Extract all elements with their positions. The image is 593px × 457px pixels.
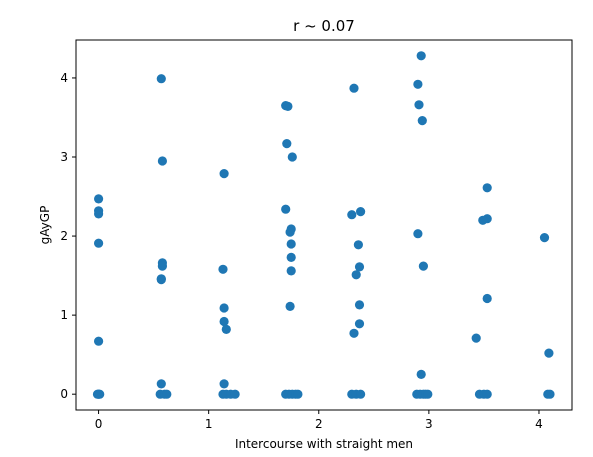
x-axis-label: Intercourse with straight men	[235, 437, 413, 451]
data-point	[157, 156, 167, 166]
data-point	[219, 169, 229, 179]
data-point	[293, 389, 303, 399]
data-point	[482, 183, 492, 193]
data-point	[353, 240, 363, 250]
x-tick-label: 2	[315, 417, 323, 431]
data-point	[94, 238, 104, 248]
x-tick-label: 3	[425, 417, 433, 431]
data-point	[221, 324, 231, 334]
data-point	[156, 275, 166, 285]
data-point	[482, 389, 492, 399]
data-point	[356, 389, 366, 399]
data-point	[286, 239, 296, 249]
data-point	[230, 389, 240, 399]
data-point	[281, 204, 291, 214]
data-point	[286, 252, 296, 262]
data-point	[349, 328, 359, 338]
data-point	[416, 369, 426, 379]
data-point	[282, 139, 292, 149]
y-tick-label: 3	[60, 150, 68, 164]
data-point	[285, 301, 295, 311]
data-point	[94, 194, 104, 204]
x-tick-label: 4	[535, 417, 543, 431]
data-point	[471, 333, 481, 343]
y-tick-label: 2	[60, 229, 68, 243]
data-point	[156, 74, 166, 84]
data-point	[478, 215, 488, 225]
data-point	[418, 261, 428, 271]
x-tick-label: 0	[95, 417, 103, 431]
y-axis: 0 1 2 3 4	[60, 71, 76, 401]
data-point	[413, 79, 423, 89]
data-point	[156, 379, 166, 389]
plot-area-frame	[75, 39, 573, 411]
data-point	[219, 379, 229, 389]
data-point	[92, 389, 103, 399]
data-point	[354, 319, 365, 329]
data-point	[416, 51, 426, 61]
data-point	[423, 389, 433, 399]
data-point	[286, 266, 296, 276]
y-tick-label: 1	[60, 308, 68, 322]
x-tick-label: 1	[205, 417, 213, 431]
data-point	[283, 101, 293, 111]
data-point	[349, 83, 359, 93]
y-axis-label: gAyGP	[38, 206, 52, 245]
data-point	[354, 262, 365, 272]
x-axis: 0 1 2 3 4	[95, 410, 543, 431]
data-point	[162, 389, 172, 399]
data-point	[414, 100, 424, 110]
data-point	[356, 207, 366, 217]
data-point	[287, 152, 297, 162]
y-tick-label: 4	[60, 71, 68, 85]
data-point	[94, 209, 104, 219]
y-tick-label: 0	[60, 387, 68, 401]
data-point	[413, 229, 423, 239]
data-point	[218, 264, 228, 274]
data-point	[544, 348, 554, 358]
data-point	[285, 227, 295, 237]
data-points	[92, 51, 555, 399]
data-point	[539, 233, 550, 243]
data-point	[545, 389, 555, 399]
data-point	[354, 300, 365, 310]
data-point	[417, 116, 427, 126]
data-point	[351, 270, 361, 280]
chart-title: r ~ 0.07	[293, 17, 355, 35]
data-point	[347, 210, 357, 220]
data-point	[157, 261, 167, 271]
data-point	[94, 336, 104, 346]
data-point	[219, 303, 229, 313]
data-point	[219, 316, 229, 327]
data-point	[482, 293, 492, 304]
